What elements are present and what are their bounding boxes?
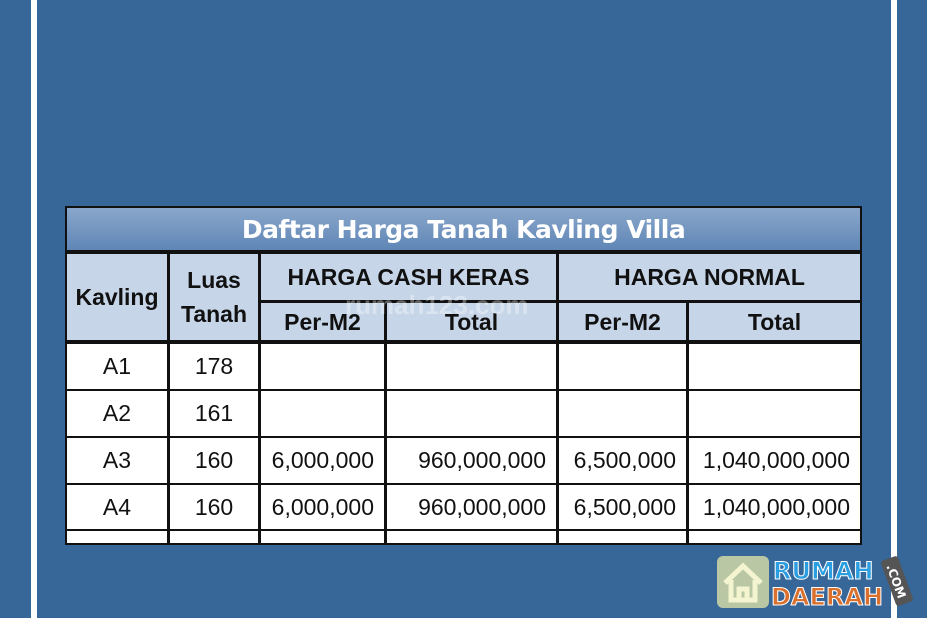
rumahdaerah-logo: RUMAH DAERAH .COM	[717, 556, 913, 612]
header-normal-per-m2: Per-M2	[559, 303, 686, 340]
watermark: rumah123.com	[345, 290, 529, 320]
svg-text:RUMAH: RUMAH	[773, 557, 874, 585]
header-cash-per-m2: Per-M2	[261, 303, 384, 340]
cell-cash-m2	[261, 391, 384, 436]
empty-cell	[170, 531, 258, 543]
cell-cash-total	[387, 344, 556, 389]
empty-cell	[387, 531, 556, 543]
cell-luas: 160	[170, 485, 258, 529]
cell-normal-m2	[559, 391, 686, 436]
cell-cash-total	[387, 391, 556, 436]
cell-normal-total	[689, 344, 860, 389]
price-table: Daftar Harga Tanah Kavling Villa Kavling…	[65, 206, 862, 545]
svg-text:DAERAH: DAERAH	[771, 583, 883, 611]
right-border-line	[891, 0, 897, 618]
cell-normal-m2: 6,500,000	[559, 438, 686, 483]
left-border-line	[31, 0, 37, 618]
empty-cell	[689, 531, 860, 543]
header-luas: Luas Tanah	[170, 254, 258, 340]
cell-cash-total: 960,000,000	[387, 438, 556, 483]
cell-kavling: A1	[67, 344, 167, 389]
cell-normal-m2: 6,500,000	[559, 485, 686, 529]
header-normal: HARGA NORMAL	[559, 254, 860, 300]
header-normal-total: Total	[689, 303, 860, 340]
cell-cash-total: 960,000,000	[387, 485, 556, 529]
header-cash: HARGA CASH KERAS	[261, 254, 556, 300]
empty-cell	[67, 531, 167, 543]
cell-normal-m2	[559, 344, 686, 389]
table-title: Daftar Harga Tanah Kavling Villa	[67, 208, 860, 250]
cell-normal-total: 1,040,000,000	[689, 438, 860, 483]
header-kavling: Kavling	[67, 254, 167, 340]
cell-cash-m2: 6,000,000	[261, 485, 384, 529]
cell-luas: 160	[170, 438, 258, 483]
empty-cell	[261, 531, 384, 543]
cell-normal-total: 1,040,000,000	[689, 485, 860, 529]
header-cash-total: Total	[387, 303, 556, 340]
cell-normal-total	[689, 391, 860, 436]
cell-cash-m2	[261, 344, 384, 389]
empty-cell	[559, 531, 686, 543]
cell-kavling: A4	[67, 485, 167, 529]
cell-luas: 161	[170, 391, 258, 436]
cell-cash-m2: 6,000,000	[261, 438, 384, 483]
cell-kavling: A3	[67, 438, 167, 483]
cell-kavling: A2	[67, 391, 167, 436]
cell-luas: 178	[170, 344, 258, 389]
